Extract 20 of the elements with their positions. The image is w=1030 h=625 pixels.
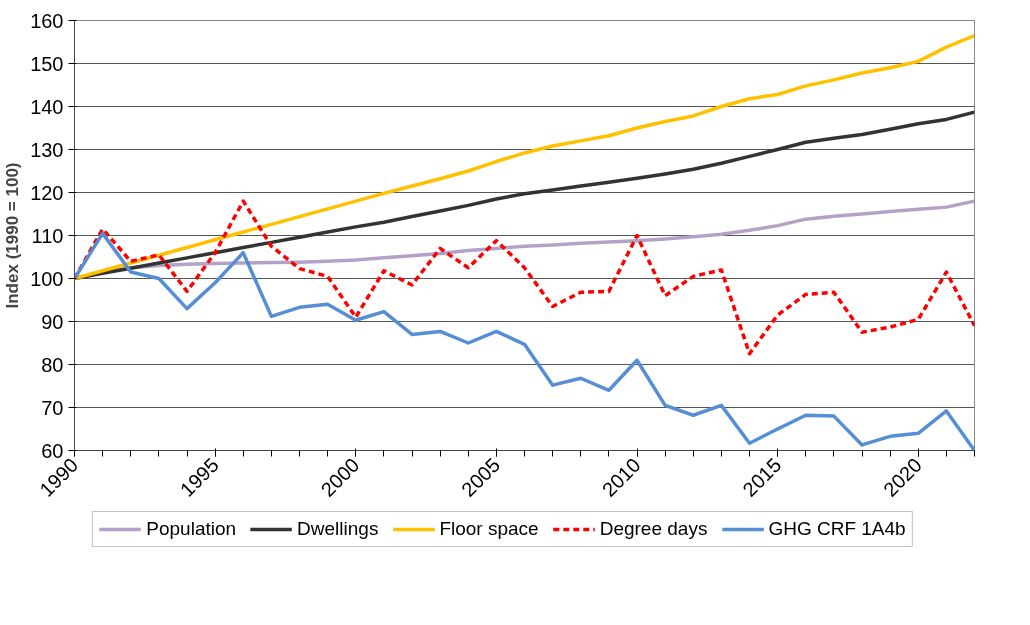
y-tick-label: 110 [31, 224, 64, 247]
y-tick-label: 130 [30, 138, 64, 161]
y-tick-label: 80 [41, 353, 64, 376]
y-tick-label: 60 [41, 439, 64, 462]
y-tick-label: 100 [30, 267, 64, 290]
y-tick-label: 90 [41, 310, 64, 333]
y-tick-label: 70 [41, 396, 64, 419]
legend-label: Floor space [439, 518, 539, 540]
line-series [74, 33, 975, 281]
legend-label: GHG CRF 1A4b [768, 518, 906, 540]
legend-label: Population [146, 518, 237, 540]
legend-label: Degree days [599, 518, 708, 540]
y-tick-label: 160 [30, 9, 64, 32]
y-axis-title: Index (1990 = 100) [3, 162, 23, 309]
line-series [74, 199, 975, 356]
y-tick-label: 120 [30, 181, 64, 204]
legend-label: Dwellings [297, 518, 379, 540]
y-tick-label: 140 [30, 95, 64, 118]
y-tick-label: 150 [30, 52, 64, 75]
line-series [74, 110, 975, 281]
